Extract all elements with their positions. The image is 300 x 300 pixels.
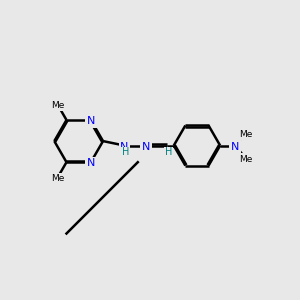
Text: Me: Me bbox=[239, 154, 252, 164]
Text: N: N bbox=[231, 142, 239, 152]
Text: Me: Me bbox=[51, 174, 64, 183]
Text: N: N bbox=[87, 158, 95, 168]
Text: N: N bbox=[142, 142, 150, 152]
Text: Me: Me bbox=[51, 101, 64, 110]
Text: H: H bbox=[165, 147, 172, 157]
Text: Me: Me bbox=[239, 130, 252, 139]
Text: N: N bbox=[120, 142, 129, 152]
Text: N: N bbox=[87, 116, 95, 126]
Text: H: H bbox=[122, 147, 129, 157]
